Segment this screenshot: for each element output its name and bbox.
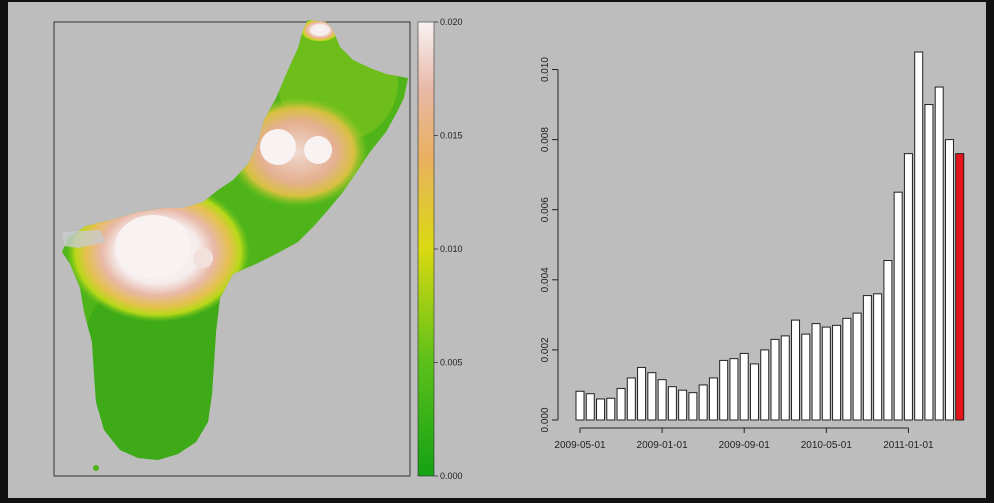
bar: [821, 326, 831, 421]
legend-tick-label: 0.000: [440, 471, 463, 481]
x-tick-label: 2011-01-01: [883, 440, 934, 451]
bar: [832, 324, 842, 421]
legend-tick-label: 0.010: [440, 244, 463, 254]
legend-tick-label: 0.005: [440, 358, 463, 368]
bar: [678, 389, 688, 421]
bar: [688, 392, 698, 421]
figure-canvas: 0.020 0.015 0.010 0.005 0.000 0.000 0.002 0.00…: [8, 2, 986, 498]
color-scale-bar: [417, 21, 435, 477]
bar: [862, 295, 872, 421]
x-axis: 2009-05-01 2009-01-01 2009-09-01 2010-05-01…: [554, 427, 934, 451]
bars: [575, 51, 965, 421]
legend-tick-label: 0.020: [440, 17, 463, 27]
bar: [780, 335, 790, 421]
bar: [719, 359, 729, 421]
islet-mark: [93, 465, 99, 471]
x-tick-label: 2009-01-01: [637, 440, 689, 451]
y-tick-label: 0.010: [540, 57, 551, 82]
bar: [708, 377, 718, 421]
bar: [606, 397, 616, 421]
bar: [626, 377, 636, 421]
bar: [852, 312, 862, 421]
x-tick-label: 2009-05-01: [554, 440, 606, 451]
y-tick-label: 0.006: [540, 197, 551, 222]
bar: [791, 319, 801, 421]
bar: [657, 379, 667, 421]
y-tick-label: 0.004: [540, 267, 551, 292]
y-tick-label: 0.002: [540, 337, 551, 362]
bar: [667, 386, 677, 421]
bar: [616, 387, 626, 421]
bar: [585, 393, 595, 421]
bar: [883, 260, 893, 421]
bar: [934, 86, 944, 421]
y-tick-label: 0.000: [540, 407, 551, 432]
bar: [698, 384, 708, 421]
bar: [944, 139, 954, 421]
bar: [647, 372, 657, 421]
bar: [760, 349, 770, 421]
bar: [575, 390, 585, 421]
x-tick-label: 2010-05-01: [801, 440, 853, 451]
x-tick-label: 2009-09-01: [719, 440, 771, 451]
bar: [739, 352, 749, 421]
legend-tick-label: 0.015: [440, 131, 463, 141]
bar-chart-panel: 0.000 0.002 0.004 0.006 0.008 0.010 2009-05-0…: [540, 51, 965, 451]
y-axis: 0.000 0.002 0.004 0.006 0.008 0.010: [540, 57, 559, 433]
reef-mark: [62, 230, 106, 248]
bar: [873, 293, 883, 421]
bar: [770, 338, 780, 421]
bar: [749, 363, 759, 421]
map-panel: 0.020 0.015 0.010 0.005 0.000: [53, 17, 463, 481]
bar: [893, 191, 903, 421]
bar: [842, 317, 852, 421]
bar: [924, 104, 934, 421]
y-tick-label: 0.008: [540, 127, 551, 152]
bar: [811, 323, 821, 421]
color-scale-ticks: 0.020 0.015 0.010 0.005 0.000: [434, 17, 463, 481]
bar: [637, 366, 647, 421]
bar: [729, 358, 739, 421]
bar: [801, 333, 811, 421]
map-frame: [53, 21, 411, 477]
bar: [914, 51, 924, 421]
bar-highlighted: [955, 153, 965, 421]
bar: [903, 153, 913, 421]
bar: [596, 398, 606, 421]
island-heatmap: [62, 20, 408, 460]
